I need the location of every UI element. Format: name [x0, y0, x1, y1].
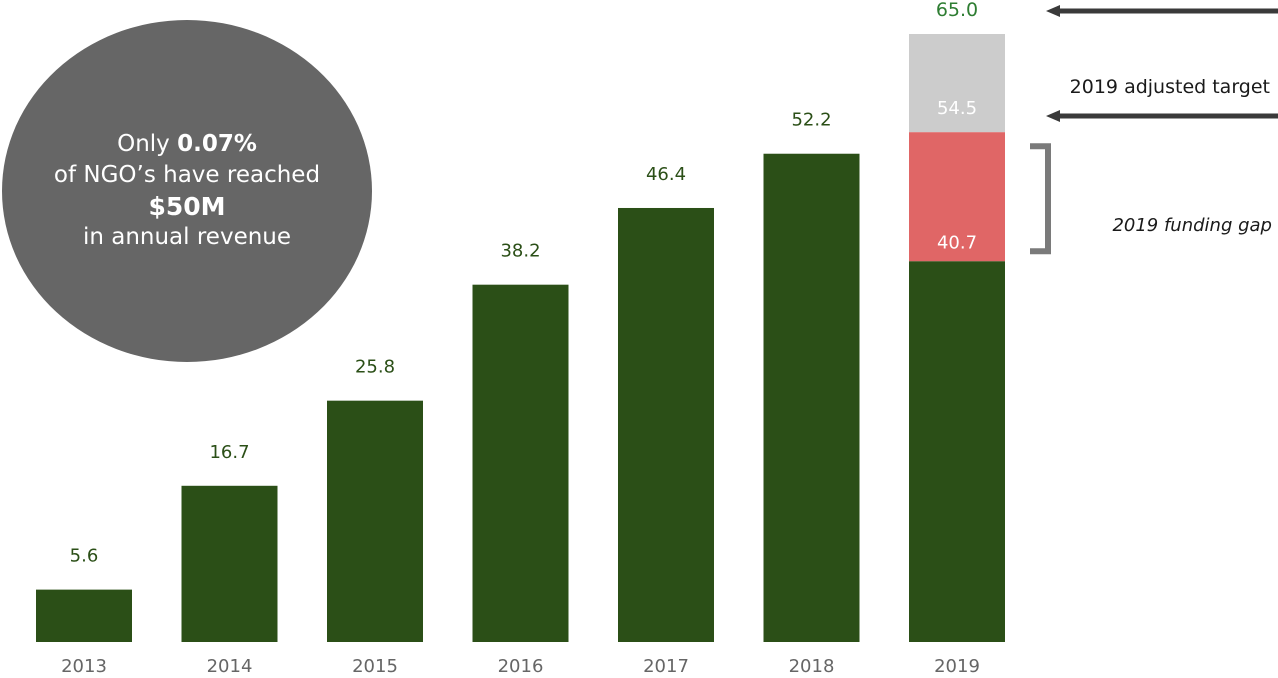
bar-2017 [618, 207, 714, 642]
bar-2013 [36, 589, 132, 642]
data-label-2018: 52.2 [791, 110, 831, 131]
bar-segment-funding-gap [909, 132, 1005, 262]
funding-gap-annotation: 2019 funding gap [1112, 215, 1272, 236]
data-label-2013: 5.6 [70, 546, 99, 567]
x-tick-label-2016: 2016 [498, 656, 544, 677]
x-tick-label-2017: 2017 [643, 656, 689, 677]
callout-line-2: of NGO’s have reached [53, 162, 321, 188]
target-arrow-head [1046, 5, 1060, 17]
bar-2018 [763, 153, 860, 642]
bar-2015 [327, 400, 423, 642]
data-label-2014: 16.7 [209, 442, 249, 463]
bar-segment-actual [909, 261, 1005, 642]
x-tick-label-2015: 2015 [352, 656, 398, 677]
data-label-2016: 38.2 [500, 241, 540, 262]
data-label-2019-gap-top: 54.5 [937, 98, 977, 119]
callout-line-3: $50M [148, 192, 226, 221]
adjusted-target-arrow-head [1046, 110, 1060, 122]
callout-line-1: Only 0.07% [117, 131, 257, 157]
adjusted-target-annotation: 2019 adjusted target [1069, 76, 1270, 98]
x-tick-label-2013: 2013 [61, 656, 107, 677]
x-tick-label-2018: 2018 [789, 656, 835, 677]
data-label-2019-base: 40.7 [937, 232, 977, 253]
data-label-2017: 46.4 [646, 164, 686, 185]
bar-2014 [181, 485, 278, 642]
x-tick-label-2019: 2019 [934, 656, 980, 677]
bar-segment-adjusted-target [909, 34, 1005, 133]
statistic-callout: Only 0.07% of NGO’s have reached $50M in… [2, 20, 372, 362]
data-label-2019-target: 65.0 [936, 0, 978, 21]
callout-line-4: in annual revenue [82, 224, 292, 250]
data-label-2015: 25.8 [355, 357, 395, 378]
x-tick-label-2014: 2014 [207, 656, 253, 677]
funding-gap-bracket [1030, 143, 1051, 255]
bar-2016 [472, 284, 569, 642]
